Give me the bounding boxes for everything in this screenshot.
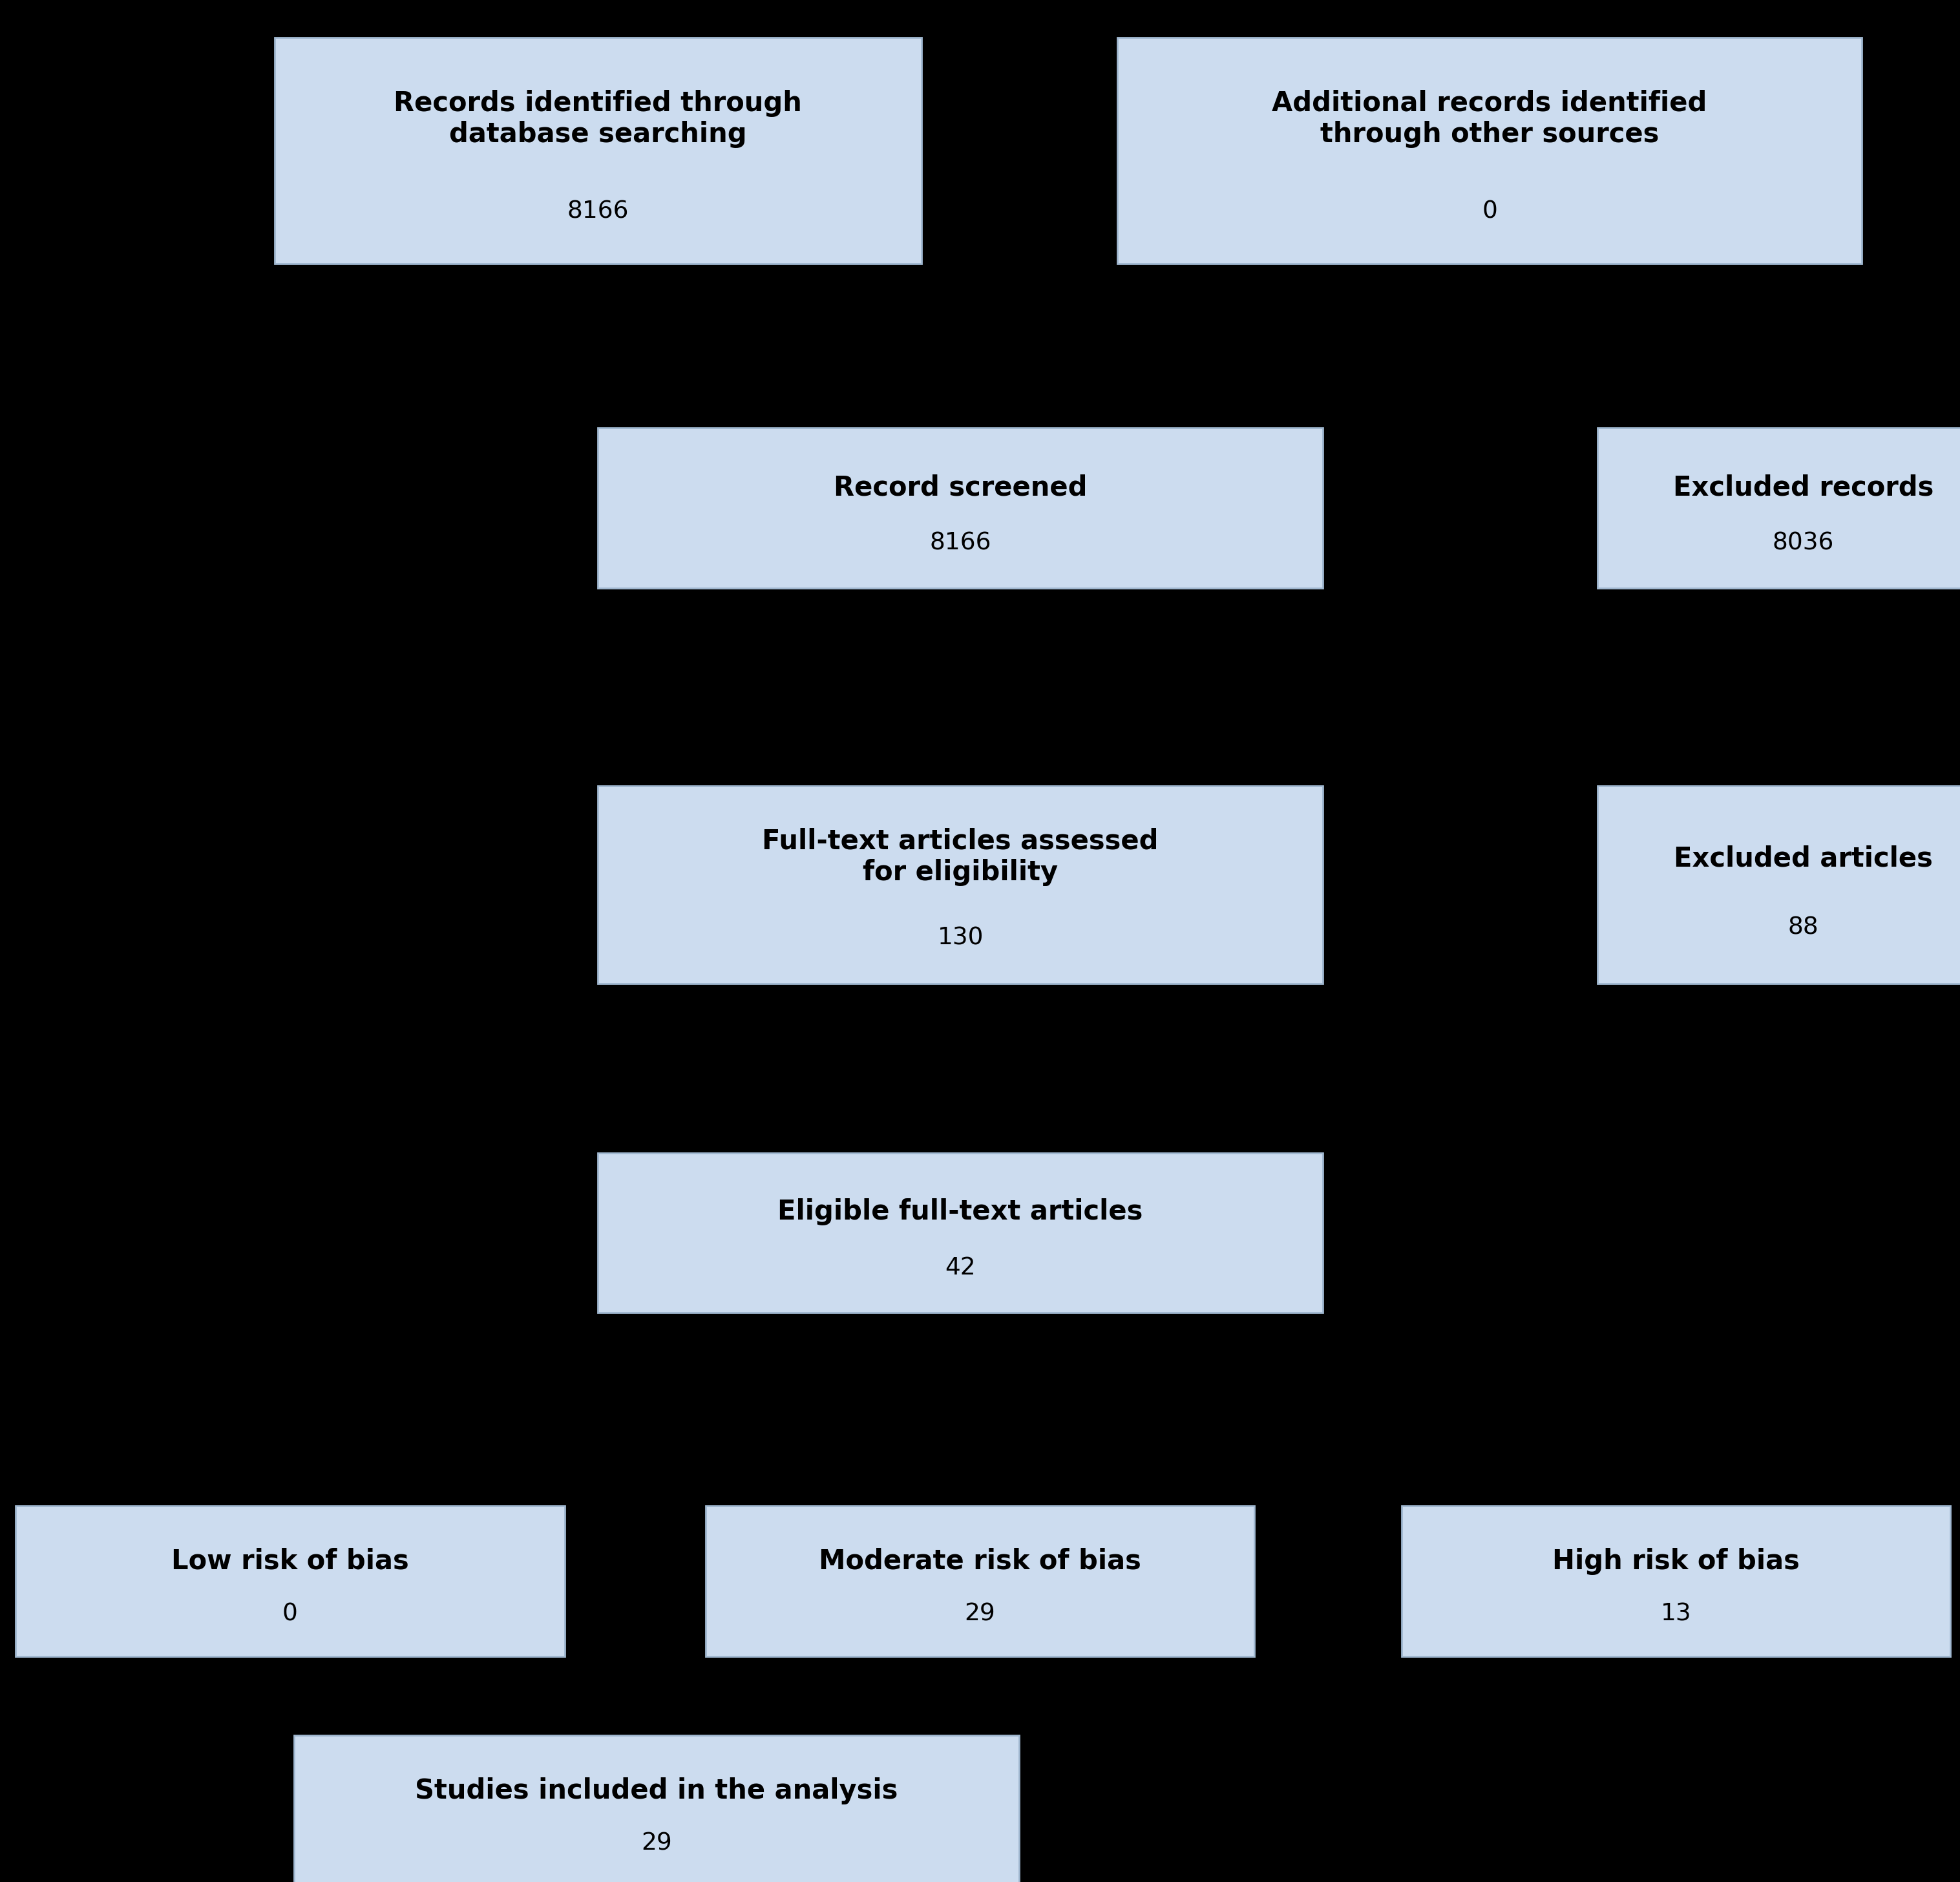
Text: Low risk of bias: Low risk of bias (171, 1547, 410, 1575)
Text: Eligible full-text articles: Eligible full-text articles (778, 1199, 1143, 1225)
Text: 0: 0 (282, 1602, 298, 1626)
Text: 42: 42 (945, 1257, 976, 1280)
Text: Moderate risk of bias: Moderate risk of bias (819, 1547, 1141, 1575)
Text: Excluded articles: Excluded articles (1674, 845, 1933, 873)
Text: Full-text articles assessed
for eligibility: Full-text articles assessed for eligibil… (762, 828, 1158, 886)
Text: 8036: 8036 (1772, 533, 1835, 555)
Text: 13: 13 (1660, 1602, 1691, 1626)
FancyBboxPatch shape (1597, 427, 1960, 587)
Text: Records identified through
database searching: Records identified through database sear… (394, 90, 802, 149)
FancyBboxPatch shape (16, 1506, 564, 1656)
FancyBboxPatch shape (598, 787, 1323, 982)
FancyBboxPatch shape (1401, 1506, 1950, 1656)
Text: High risk of bias: High risk of bias (1552, 1547, 1799, 1575)
Text: 8166: 8166 (929, 533, 992, 555)
FancyBboxPatch shape (294, 1735, 1019, 1882)
Text: Additional records identified
through other sources: Additional records identified through ot… (1272, 90, 1707, 149)
Text: 0: 0 (1482, 199, 1497, 224)
FancyBboxPatch shape (274, 38, 921, 263)
FancyBboxPatch shape (1597, 787, 1960, 982)
Text: Excluded records: Excluded records (1674, 474, 1933, 501)
FancyBboxPatch shape (598, 427, 1323, 587)
FancyBboxPatch shape (1117, 38, 1862, 263)
Text: 88: 88 (1788, 917, 1819, 939)
Text: 29: 29 (964, 1602, 996, 1626)
FancyBboxPatch shape (706, 1506, 1254, 1656)
Text: Studies included in the analysis: Studies included in the analysis (416, 1777, 898, 1805)
Text: 29: 29 (641, 1831, 672, 1856)
Text: 130: 130 (937, 926, 984, 950)
Text: 8166: 8166 (566, 199, 629, 224)
Text: Record screened: Record screened (833, 474, 1088, 501)
FancyBboxPatch shape (598, 1152, 1323, 1314)
